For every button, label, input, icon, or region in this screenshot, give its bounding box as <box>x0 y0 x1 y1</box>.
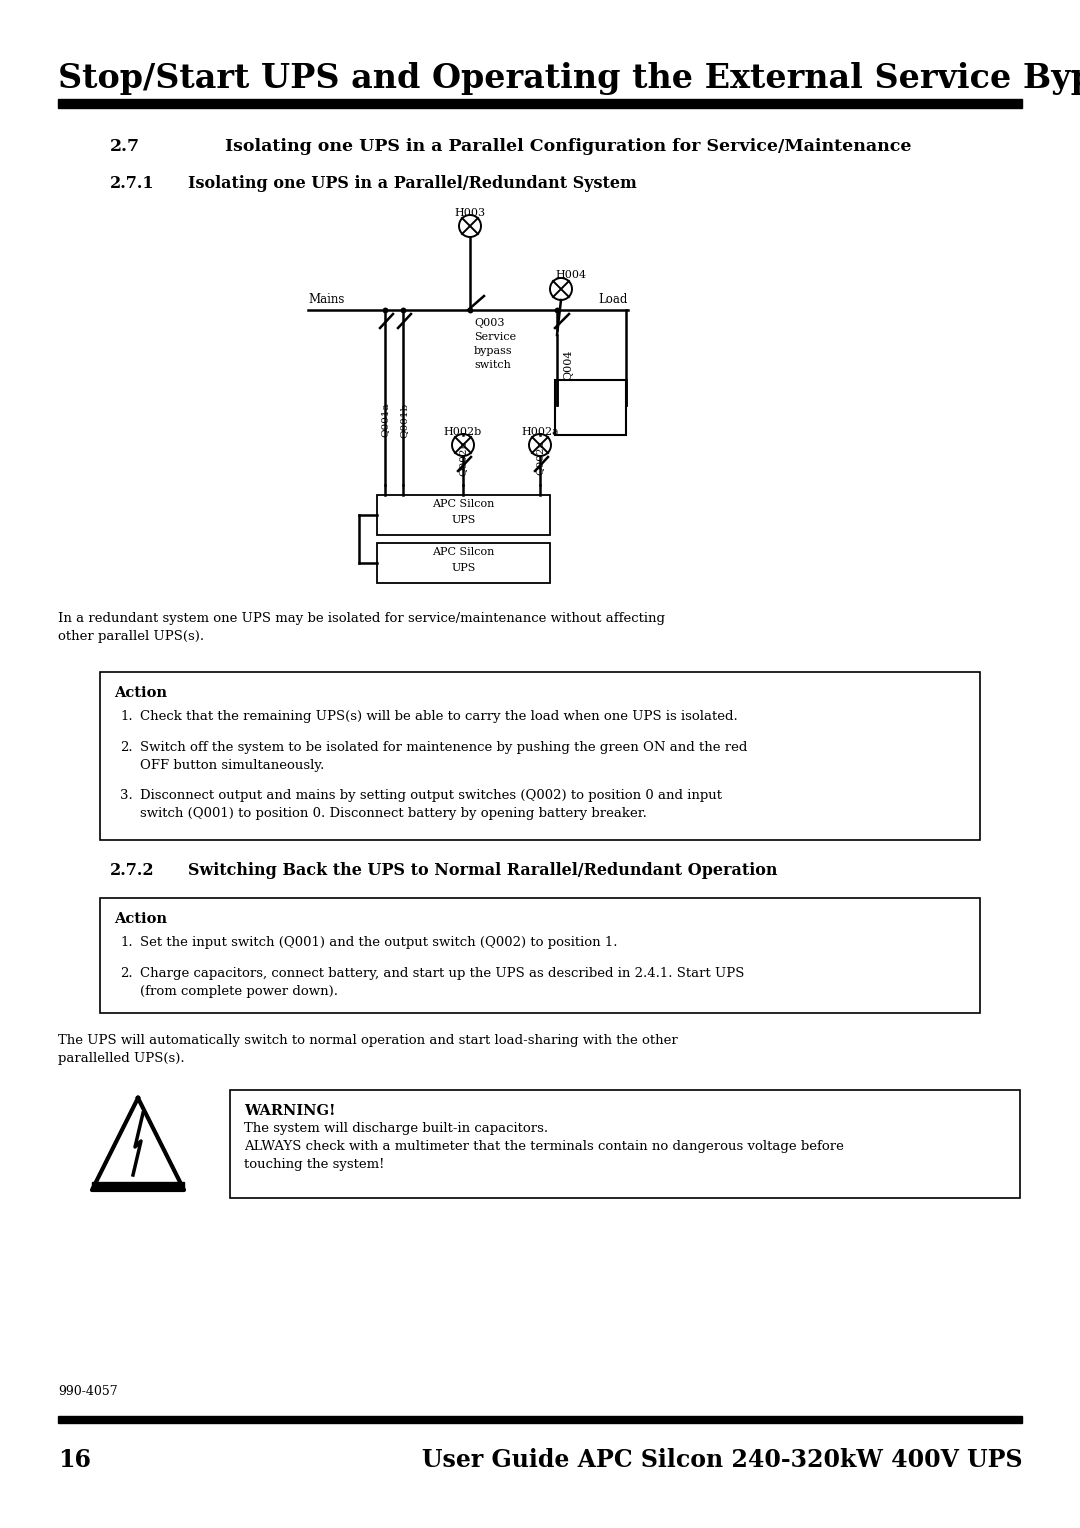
Bar <box>377 495 550 535</box>
Text: Charge capacitors, connect battery, and start up the UPS as described in 2.4.1. : Charge capacitors, connect battery, and … <box>140 967 744 998</box>
Text: 990-4057: 990-4057 <box>58 1384 118 1398</box>
Text: Q002a: Q002a <box>536 440 544 475</box>
Text: Q001b: Q001b <box>400 402 408 437</box>
Text: APC Silcon: APC Silcon <box>432 547 495 558</box>
Text: Q003: Q003 <box>474 318 504 329</box>
Text: UPS: UPS <box>451 562 475 573</box>
Text: Q002b: Q002b <box>459 440 468 475</box>
Bar <box>230 1089 1020 1198</box>
Text: Isolating one UPS in a Parallel/Redundant System: Isolating one UPS in a Parallel/Redundan… <box>188 176 637 193</box>
Text: 2.7.2: 2.7.2 <box>110 862 154 879</box>
Text: H004: H004 <box>555 270 586 280</box>
Text: 3.: 3. <box>120 788 133 802</box>
Text: Load: Load <box>598 293 627 306</box>
Text: Q001a: Q001a <box>380 403 390 437</box>
Text: In a redundant system one UPS may be isolated for service/maintenance without af: In a redundant system one UPS may be iso… <box>58 613 665 625</box>
Text: The system will discharge built-in capacitors.: The system will discharge built-in capac… <box>244 1122 549 1135</box>
Text: touching the system!: touching the system! <box>244 1158 384 1170</box>
Bar <box>92 1183 184 1190</box>
Text: Action: Action <box>114 912 167 926</box>
Text: other parallel UPS(s).: other parallel UPS(s). <box>58 630 204 643</box>
Bar <box>377 542 550 584</box>
Text: 2.: 2. <box>120 741 133 753</box>
Bar <box>100 672 980 840</box>
Text: WARNING!: WARNING! <box>244 1105 336 1118</box>
Text: Disconnect output and mains by setting output switches (Q002) to position 0 and : Disconnect output and mains by setting o… <box>140 788 723 821</box>
Text: 2.7.1: 2.7.1 <box>110 176 154 193</box>
Text: bypass: bypass <box>474 345 513 356</box>
Text: Switching Back the UPS to Normal Rarallel/Redundant Operation: Switching Back the UPS to Normal Raralle… <box>188 862 778 879</box>
Text: UPS: UPS <box>451 515 475 526</box>
Bar <box>100 898 980 1013</box>
Text: Mains: Mains <box>308 293 345 306</box>
Text: 16: 16 <box>58 1449 91 1471</box>
Text: Set the input switch (Q001) and the output switch (Q002) to position 1.: Set the input switch (Q001) and the outp… <box>140 937 618 949</box>
Text: Action: Action <box>114 686 167 700</box>
Polygon shape <box>92 1099 184 1190</box>
Text: ALWAYS check with a multimeter that the terminals contain no dangerous voltage b: ALWAYS check with a multimeter that the … <box>244 1140 843 1154</box>
Bar <box>58 1416 1022 1423</box>
Text: Q004: Q004 <box>563 350 573 380</box>
Bar <box>555 380 626 435</box>
Text: H002a: H002a <box>522 426 558 437</box>
Text: Service: Service <box>474 332 516 342</box>
Text: H002b: H002b <box>444 426 482 437</box>
Text: Switch off the system to be isolated for maintenence by pushing the green ON and: Switch off the system to be isolated for… <box>140 741 747 772</box>
Text: Isolating one UPS in a Parallel Configuration for Service/Maintenance: Isolating one UPS in a Parallel Configur… <box>225 138 912 154</box>
Text: Stop/Start UPS and Operating the External Service Bypass: Stop/Start UPS and Operating the Externa… <box>58 63 1080 95</box>
Text: parallelled UPS(s).: parallelled UPS(s). <box>58 1051 185 1065</box>
Text: Check that the remaining UPS(s) will be able to carry the load when one UPS is i: Check that the remaining UPS(s) will be … <box>140 711 738 723</box>
Text: 2.7: 2.7 <box>110 138 140 154</box>
Bar <box>58 99 1022 108</box>
Text: H003: H003 <box>455 208 486 219</box>
Text: APC Silcon: APC Silcon <box>432 500 495 509</box>
Text: switch: switch <box>474 361 511 370</box>
Text: 1.: 1. <box>120 711 133 723</box>
Text: User Guide APC Silcon 240-320kW 400V UPS: User Guide APC Silcon 240-320kW 400V UPS <box>421 1449 1022 1471</box>
Text: 1.: 1. <box>120 937 133 949</box>
Text: 2.: 2. <box>120 967 133 979</box>
Text: The UPS will automatically switch to normal operation and start load-sharing wit: The UPS will automatically switch to nor… <box>58 1034 678 1047</box>
